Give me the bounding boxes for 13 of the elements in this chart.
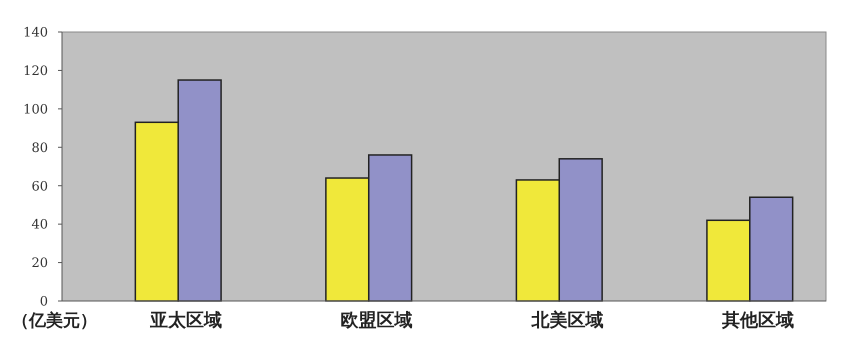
x-tick-label: 北美区域 bbox=[530, 310, 604, 331]
x-tick-label: 欧盟区域 bbox=[340, 310, 413, 331]
x-tick-label: 亚太区域 bbox=[149, 310, 222, 331]
y-tick-label: 20 bbox=[31, 256, 48, 272]
y-tick-label: 100 bbox=[23, 102, 48, 118]
y-tick-label: 120 bbox=[23, 64, 48, 79]
x-tick-label: 其他区域 bbox=[720, 310, 794, 331]
y-tick-label: 40 bbox=[31, 218, 48, 233]
y-tick-label: 0 bbox=[40, 294, 48, 310]
y-tick-label: 80 bbox=[31, 140, 48, 156]
y-tick-label: 60 bbox=[31, 179, 48, 194]
y-axis-title: （亿美元） bbox=[12, 311, 97, 331]
y-tick-label: 140 bbox=[23, 26, 48, 41]
